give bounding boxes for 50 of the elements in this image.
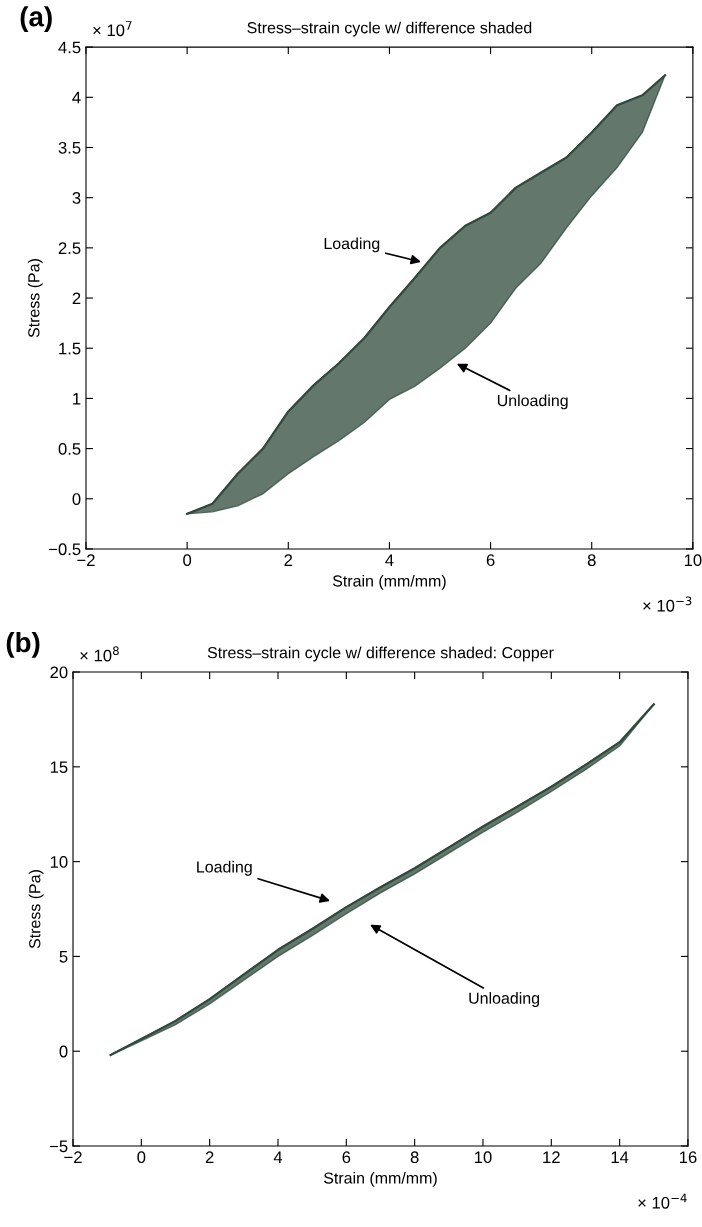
x-tick-label: 8: [410, 1151, 419, 1164]
text: (a): [20, 6, 52, 33]
x-tick-label: 16: [679, 1151, 697, 1164]
y-tick-label: 3: [72, 192, 81, 204]
x-tick-label: −2: [64, 1151, 82, 1163]
annotation: Unloading: [469, 992, 540, 1007]
annotation: Loading: [197, 860, 252, 876]
y-tick-label: 4.5: [58, 41, 81, 54]
annotation: Loading: [324, 237, 380, 253]
x-tick-label: 14: [611, 1151, 629, 1163]
y-tick-label: 10: [50, 856, 68, 868]
x-axis-title: Strain (mm/mm): [323, 1171, 437, 1187]
text: × 10$^{−3}$: [643, 596, 692, 612]
y-tick-label: 2.5: [58, 242, 81, 255]
y-tick-label: 0.5: [58, 442, 81, 455]
y-axis-title: Stress (Pa): [27, 259, 43, 338]
y-axis-title: Stress (Pa): [28, 870, 44, 949]
y-tick-label: 3.5: [58, 141, 81, 154]
y-tick-label: 4: [72, 91, 81, 104]
x-tick-label: 4: [385, 554, 394, 566]
y-tick-label: 0: [59, 1045, 68, 1058]
chart-title: Stress–strain cycle w/ difference shaded: [247, 21, 532, 37]
y-tick-label: −0.5: [49, 543, 81, 556]
text: (b): [6, 631, 40, 658]
y-tick-label: 2: [72, 292, 81, 305]
x-tick-label: 12: [543, 1151, 560, 1163]
x-tick-label: 8: [587, 554, 596, 567]
y-tick-label: 5: [59, 950, 68, 963]
x-tick-label: 10: [684, 554, 702, 567]
y-tick-label: 15: [50, 761, 68, 774]
x-tick-label: 0: [183, 554, 192, 567]
text: × 10$^{7}$: [93, 21, 132, 37]
y-tick-label: −5: [49, 1140, 68, 1153]
y-tick-label: 1: [73, 392, 81, 405]
x-tick-label: 6: [486, 554, 495, 567]
x-tick-label: 10: [474, 1151, 492, 1164]
text: × 10$^{8}$: [80, 646, 119, 662]
x-tick-label: 2: [284, 554, 293, 566]
text: × 10$^{−4}$: [638, 1193, 687, 1209]
y-tick-label: 0: [72, 493, 81, 505]
annotation: Unloading: [497, 394, 568, 410]
x-axis-title: Strain (mm/mm): [332, 574, 446, 590]
x-tick-label: 4: [273, 1151, 283, 1163]
y-tick-label: 20: [50, 666, 68, 679]
y-tick-label: 1.5: [59, 342, 81, 355]
x-tick-label: −2: [77, 554, 95, 566]
x-tick-label: 6: [342, 1151, 351, 1164]
x-tick-label: 0: [137, 1151, 146, 1164]
x-tick-label: 2: [205, 1151, 214, 1163]
chart-title: Stress–strain cycle w/ difference shaded: Copper: [207, 646, 554, 662]
